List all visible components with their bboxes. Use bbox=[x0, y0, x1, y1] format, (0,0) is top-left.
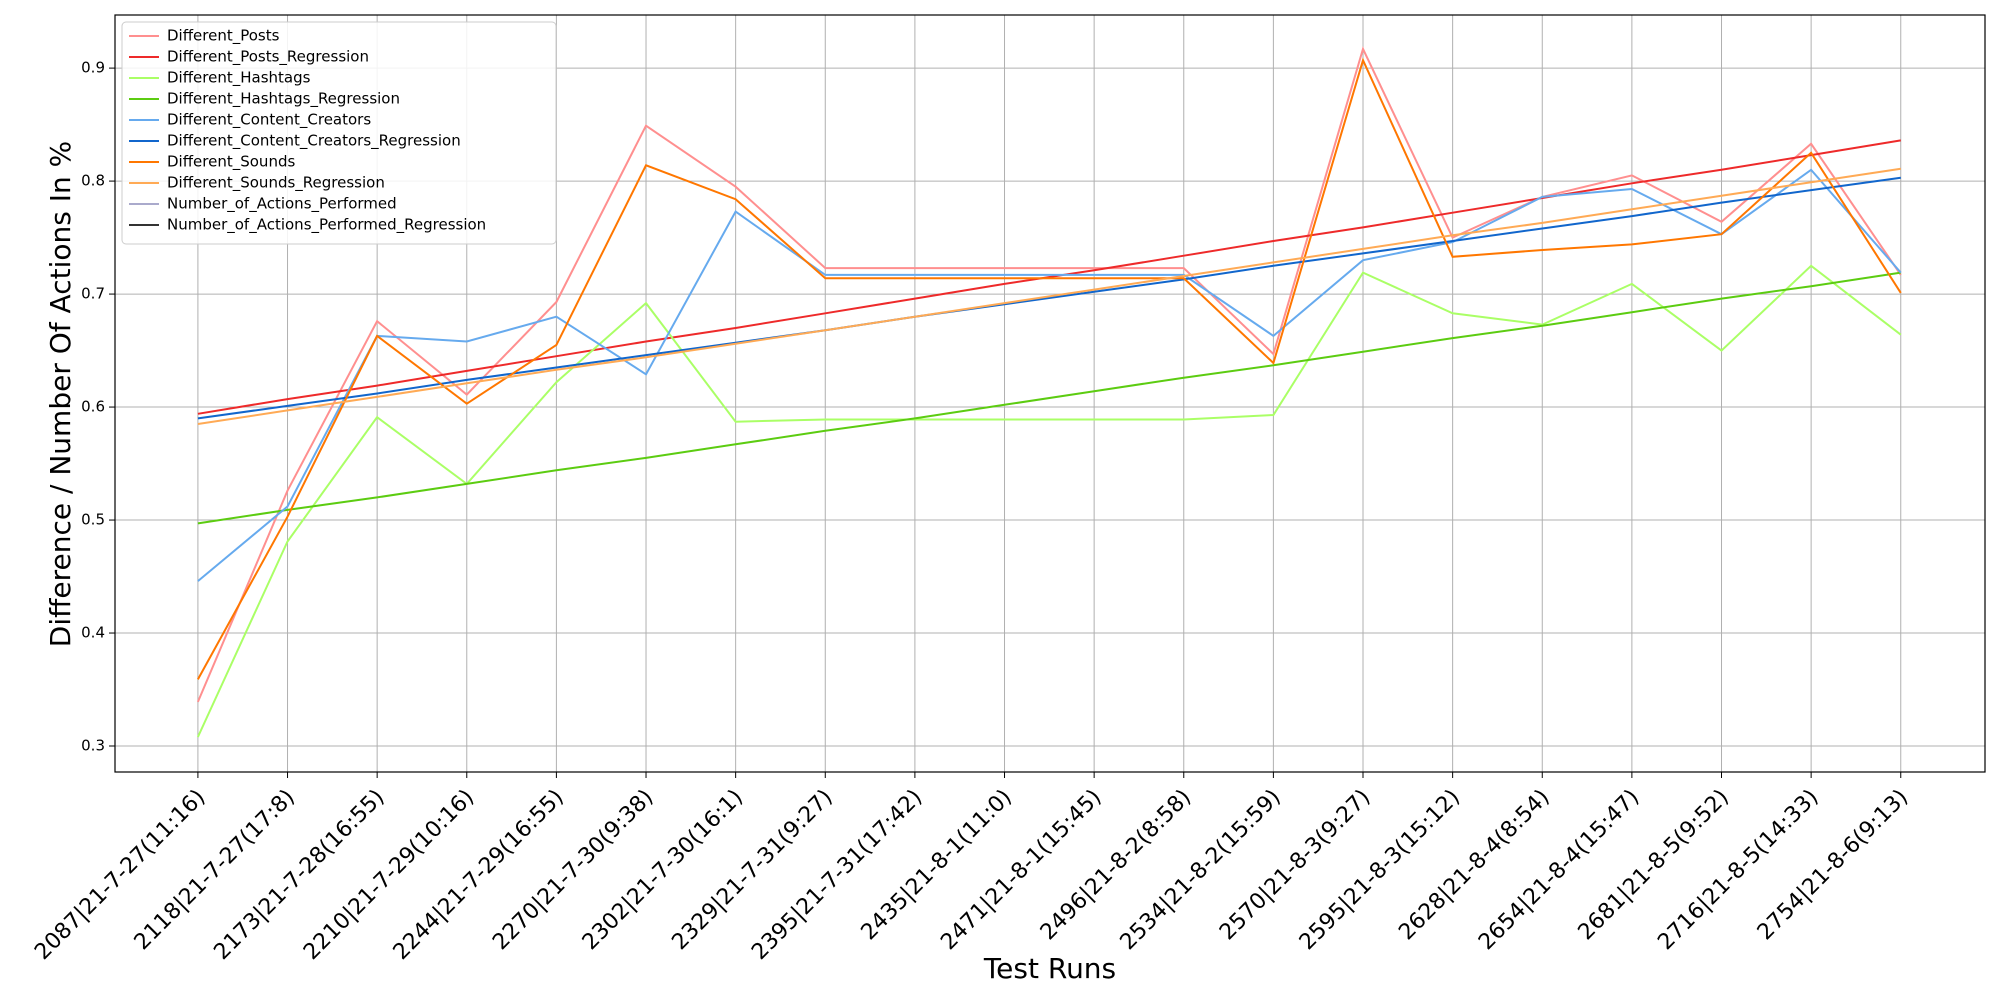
legend-label: Number_of_Actions_Performed bbox=[167, 195, 397, 214]
series-line bbox=[196, 264, 1902, 738]
x-axis-label: Test Runs bbox=[983, 952, 1116, 985]
legend-label: Different_Sounds_Regression bbox=[167, 174, 385, 193]
x-tick-label: 2302|21-7-30(16:1) bbox=[578, 785, 748, 955]
y-axis-label: Difference / Number Of Actions In % bbox=[44, 141, 77, 647]
x-tick-label: 2534|21-8-2(15:59) bbox=[1116, 785, 1286, 955]
x-tick-label: 2754|21-8-6(9:13) bbox=[1753, 785, 1913, 945]
y-tick-label: 0.7 bbox=[81, 285, 105, 303]
x-tick-label: 2118|21-7-27(17:8) bbox=[130, 785, 300, 955]
series-line bbox=[197, 271, 1901, 525]
series-line bbox=[197, 57, 1902, 680]
legend-label: Different_Sounds bbox=[167, 153, 295, 172]
legend-label: Different_Posts_Regression bbox=[167, 48, 369, 67]
y-tick-label: 0.5 bbox=[81, 511, 105, 529]
legend-label: Different_Hashtags bbox=[167, 69, 311, 88]
legend-label: Different_Content_Creators bbox=[167, 111, 371, 130]
legend-label: Different_Content_Creators_Regression bbox=[167, 132, 461, 151]
series-line bbox=[197, 139, 1901, 415]
series-line bbox=[196, 46, 1902, 703]
x-tick-label: 2595|21-8-3(15:12) bbox=[1295, 785, 1465, 955]
x-tick-label: 2654|21-8-4(15:47) bbox=[1474, 785, 1644, 955]
y-tick-label: 0.6 bbox=[81, 398, 105, 416]
x-tick-label: 2628|21-8-4(8:54) bbox=[1394, 785, 1554, 945]
x-tick-label: 2435|21-8-1(11:0) bbox=[857, 785, 1017, 945]
x-tick-label: 2681|21-8-5(9:52) bbox=[1574, 785, 1734, 945]
x-tick-label: 2173|21-7-28(16:55) bbox=[209, 785, 389, 965]
x-tick-label: 2471|21-8-1(15:45) bbox=[936, 785, 1106, 955]
series-line bbox=[197, 168, 1902, 582]
legend-box bbox=[121, 21, 557, 245]
x-tick-label: 2329|21-7-31(9:27) bbox=[667, 785, 837, 955]
series-line bbox=[197, 176, 1901, 420]
x-tick-label: 2496|21-8-2(8:58) bbox=[1036, 785, 1196, 945]
series-line bbox=[197, 167, 1901, 425]
legend-label: Different_Hashtags_Regression bbox=[167, 90, 400, 109]
x-tick-label: 2210|21-7-29(10:16) bbox=[299, 785, 479, 965]
x-tick-label: 2270|21-7-30(9:38) bbox=[488, 785, 658, 955]
x-tick-label: 2716|21-8-5(14:33) bbox=[1653, 785, 1823, 955]
y-tick-label: 0.4 bbox=[81, 624, 105, 642]
x-tick-label: 2570|21-8-3(9:27) bbox=[1215, 785, 1375, 945]
x-tick-label: 2244|21-7-29(16:55) bbox=[389, 785, 569, 965]
y-tick-label: 0.8 bbox=[81, 172, 105, 190]
x-tick-label: 2395|21-7-31(17:42) bbox=[747, 785, 927, 965]
y-tick-label: 0.3 bbox=[81, 737, 105, 755]
legend-label: Different_Posts bbox=[167, 27, 280, 46]
legend: Different_Posts Different_Posts_Regressio… bbox=[121, 21, 557, 245]
y-tick-label: 0.9 bbox=[81, 59, 105, 77]
x-tick-label: 2087|21-7-27(11:16) bbox=[30, 785, 210, 965]
plot-frame bbox=[114, 14, 1986, 773]
legend-label: Number_of_Actions_Performed_Regression bbox=[167, 216, 486, 235]
